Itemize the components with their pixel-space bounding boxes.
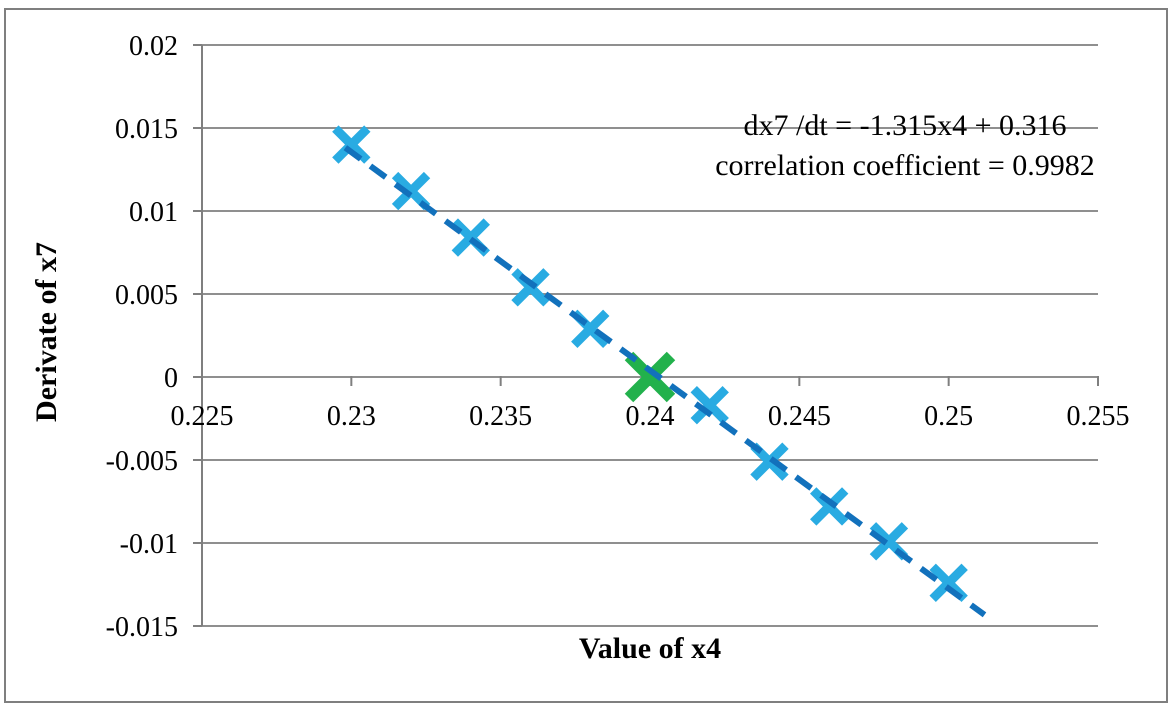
data-point-marker: [690, 386, 729, 425]
x-tick-label: 0.23: [327, 401, 376, 432]
trendline: [343, 145, 987, 618]
y-tick-label: 0.02: [129, 31, 178, 62]
y-tick-label: 0.005: [115, 280, 178, 311]
y-tick-label: -0.005: [106, 446, 178, 477]
trendline-equation-text: dx7 /dt = -1.315x4 + 0.316: [743, 109, 1067, 142]
x-tick-label: 0.235: [469, 401, 532, 432]
y-tick-label: 0.015: [115, 114, 178, 145]
x-axis-title: Value of x4: [578, 632, 722, 665]
data-point-marker: [332, 125, 371, 164]
y-tick-label: -0.015: [106, 612, 178, 643]
equilibrium-point-marker: [624, 351, 676, 403]
y-axis-title: Derivate of x7: [30, 242, 63, 422]
y-tick-label: 0: [164, 363, 178, 394]
x-tick-label: 0.25: [924, 401, 973, 432]
x-tick-label: 0.255: [1067, 401, 1130, 432]
trendline-annotation: dx7 /dt = -1.315x4 + 0.316 correlation c…: [715, 106, 1095, 186]
data-point-marker: [511, 268, 550, 307]
data-point-marker: [810, 487, 849, 526]
correlation-coefficient-text: correlation coefficient = 0.9982: [715, 149, 1095, 182]
y-tick-label: -0.01: [120, 529, 178, 560]
x-tick-label: 0.225: [171, 401, 234, 432]
x-tick-label: 0.24: [626, 401, 675, 432]
y-tick-label: 0.01: [129, 197, 178, 228]
x-tick-label: 0.245: [768, 401, 831, 432]
